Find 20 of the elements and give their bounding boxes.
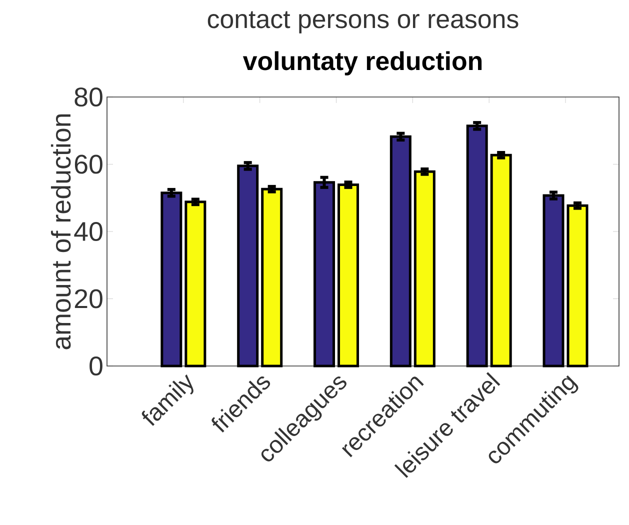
bar [237,164,259,368]
y-tick-label: 80 [74,87,102,107]
bar [160,192,182,368]
bar [542,194,564,368]
bar [466,124,488,368]
bar [184,200,206,368]
y-tick-label: 0 [90,356,102,376]
y-tick-label: 20 [74,289,102,308]
bar [490,154,512,368]
bar [261,188,283,368]
chart-title: contact persons or reasons [208,11,518,34]
bar [390,135,412,368]
y-axis-title: amount of reduction [50,114,71,350]
bar [338,184,360,368]
chart-subtitle: voluntaty reduction [242,51,482,76]
bar [414,170,436,368]
bar [566,204,588,368]
bar [314,181,336,368]
y-tick-label: 60 [74,154,102,174]
y-tick-label: 40 [74,222,102,242]
